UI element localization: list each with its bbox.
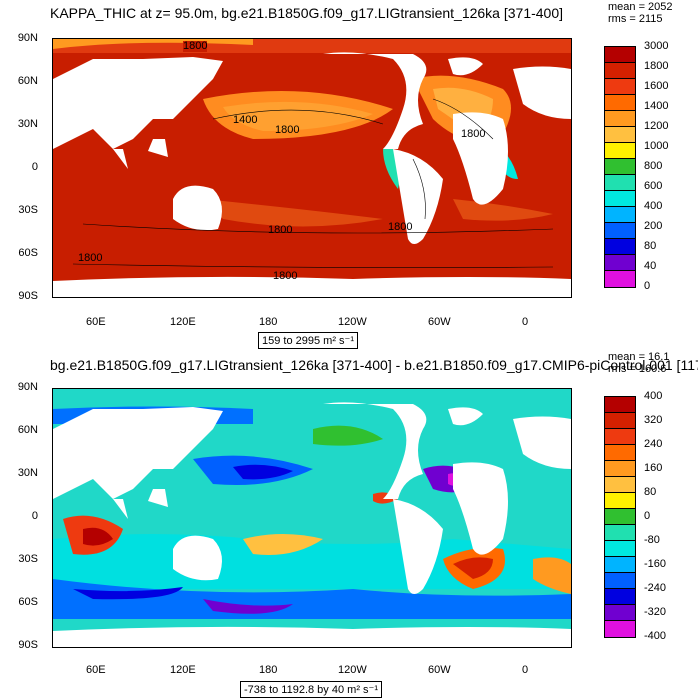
panel2-mean: mean = 16.1 xyxy=(608,351,670,363)
lon-tick-label: 60W xyxy=(428,316,451,328)
lat-tick-label: 90N xyxy=(17,32,38,44)
colorbar-tick-label: 160 xyxy=(644,462,663,474)
panel1-title: KAPPA_THIC at z= 95.0m, bg.e21.B1850G.f0… xyxy=(50,5,564,21)
lon-tick-label: 60W xyxy=(428,664,451,676)
colorbar-tick-label: 40 xyxy=(644,260,657,272)
colorbar-tick-label: 3000 xyxy=(644,40,669,52)
colorbar-tick-label: 320 xyxy=(644,414,663,426)
colorbar-tick-label: 1800 xyxy=(644,60,669,72)
lon-tick-label: 0 xyxy=(522,664,529,676)
colorbar-tick-label: 200 xyxy=(644,220,663,232)
colorbar-tick-label: -240 xyxy=(644,582,667,594)
lon-tick-label: 120W xyxy=(338,316,367,328)
lon-tick-label: 0 xyxy=(522,316,529,328)
colorbar-tick-label: 600 xyxy=(644,180,663,192)
colorbar-tick-label: 400 xyxy=(644,390,663,402)
contour-label: 1800 xyxy=(183,40,208,52)
lat-tick-label: 60S xyxy=(18,247,38,259)
lat-tick-label: 30S xyxy=(18,204,38,216)
contour-label: 1800 xyxy=(461,128,486,140)
lat-tick-label: 90S xyxy=(18,639,38,651)
lat-tick-label: 90N xyxy=(17,381,38,393)
colorbar-tick-label: 240 xyxy=(644,438,663,450)
panel1-range-label: 159 to 2995 m² s⁻¹ xyxy=(258,332,359,349)
lon-tick-label: 60E xyxy=(86,316,106,328)
colorbar-tick-label: 400 xyxy=(644,200,663,212)
contour-label: 1800 xyxy=(268,224,293,236)
lat-tick-label: 0 xyxy=(31,510,38,522)
lat-tick-label: 30S xyxy=(18,553,38,565)
panel2-rms: rms = 160.6 xyxy=(608,363,667,375)
lat-tick-label: 30N xyxy=(17,467,38,479)
lat-tick-label: 0 xyxy=(31,161,38,173)
colorbar-tick-label: 1400 xyxy=(644,100,669,112)
colorbar-tick-label: 0 xyxy=(644,510,651,522)
colorbar-tick-label: -160 xyxy=(644,558,667,570)
panel1-colorbar xyxy=(604,46,636,288)
colorbar-tick-label: 0 xyxy=(644,280,651,292)
lat-tick-label: 30N xyxy=(17,118,38,130)
panel1-rms: rms = 2115 xyxy=(608,13,663,25)
lat-tick-label: 60N xyxy=(17,424,38,436)
panel2-colorbar xyxy=(604,396,636,638)
contour-label: 1400 xyxy=(233,114,258,126)
colorbar-tick-label: -320 xyxy=(644,606,667,618)
panel2-range-label: -738 to 1192.8 by 40 m² s⁻¹ xyxy=(240,681,383,698)
lat-tick-label: 60N xyxy=(17,75,38,87)
colorbar-tick-label: 800 xyxy=(644,160,663,172)
colorbar-tick-label: 1000 xyxy=(644,140,669,152)
colorbar-tick-label: 1200 xyxy=(644,120,669,132)
lon-tick-label: 120E xyxy=(170,664,196,676)
panel2-title: bg.e21.B1850G.f09_g17.LIGtransient_126ka… xyxy=(50,357,698,373)
colorbar-tick-label: 1600 xyxy=(644,80,669,92)
lon-tick-label: 180 xyxy=(259,664,278,676)
lon-tick-label: 180 xyxy=(259,316,278,328)
colorbar-tick-label: 80 xyxy=(644,486,657,498)
panel1-mean: mean = 2052 xyxy=(608,1,673,13)
contour-label: 1800 xyxy=(388,221,413,233)
colorbar-tick-label: 80 xyxy=(644,240,657,252)
lon-tick-label: 60E xyxy=(86,664,106,676)
panel1-map: 1800 1400 1800 1800 1800 1800 1800 1800 xyxy=(52,38,572,298)
contour-label: 1800 xyxy=(275,124,300,136)
contour-label: 1800 xyxy=(78,252,103,264)
lat-tick-label: 90S xyxy=(18,290,38,302)
contour-label: 1800 xyxy=(273,270,298,282)
colorbar-tick-label: -80 xyxy=(644,534,660,546)
lon-tick-label: 120W xyxy=(338,664,367,676)
lat-tick-label: 60S xyxy=(18,596,38,608)
panel2-map xyxy=(52,388,572,648)
colorbar-tick-label: -400 xyxy=(644,630,667,642)
lon-tick-label: 120E xyxy=(170,316,196,328)
